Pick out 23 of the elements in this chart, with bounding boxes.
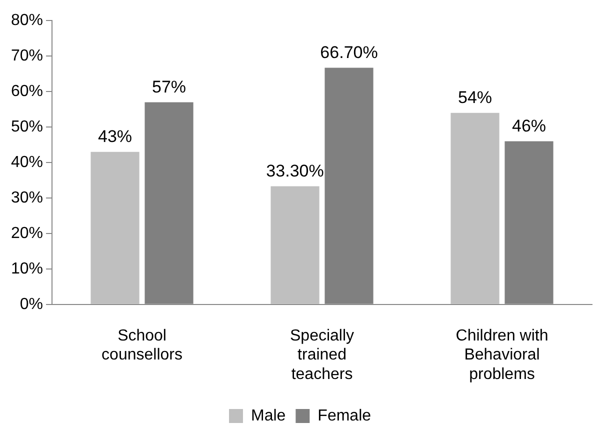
data-label: 46% xyxy=(512,116,546,136)
y-tick-label: 80% xyxy=(10,12,44,30)
y-tick-label: 70% xyxy=(10,47,44,64)
bar xyxy=(90,152,140,304)
data-label: 33.30% xyxy=(266,161,324,180)
x-tick-label: Children with Behavioral problems xyxy=(456,327,548,383)
y-tick-label: 60% xyxy=(10,82,44,100)
y-tick-label: 40% xyxy=(10,154,44,171)
bar xyxy=(450,112,500,304)
legend-label: Male xyxy=(250,407,286,424)
y-tick-label: 0% xyxy=(20,296,44,313)
data-label: 66.70% xyxy=(320,42,378,62)
data-label: 54% xyxy=(458,88,492,108)
y-tick-label: 30% xyxy=(10,189,44,206)
y-tick-label: 20% xyxy=(10,224,44,242)
x-tick-label: School counsellors xyxy=(102,327,182,364)
data-label: 57% xyxy=(152,77,186,96)
x-tick-label: Specially trained teachers xyxy=(290,327,354,383)
legend-label: Female xyxy=(318,407,372,424)
data-label: 43% xyxy=(98,127,132,146)
y-tick-label: 10% xyxy=(10,260,44,278)
y-tick-label: 50% xyxy=(10,118,44,136)
bar xyxy=(270,186,320,304)
